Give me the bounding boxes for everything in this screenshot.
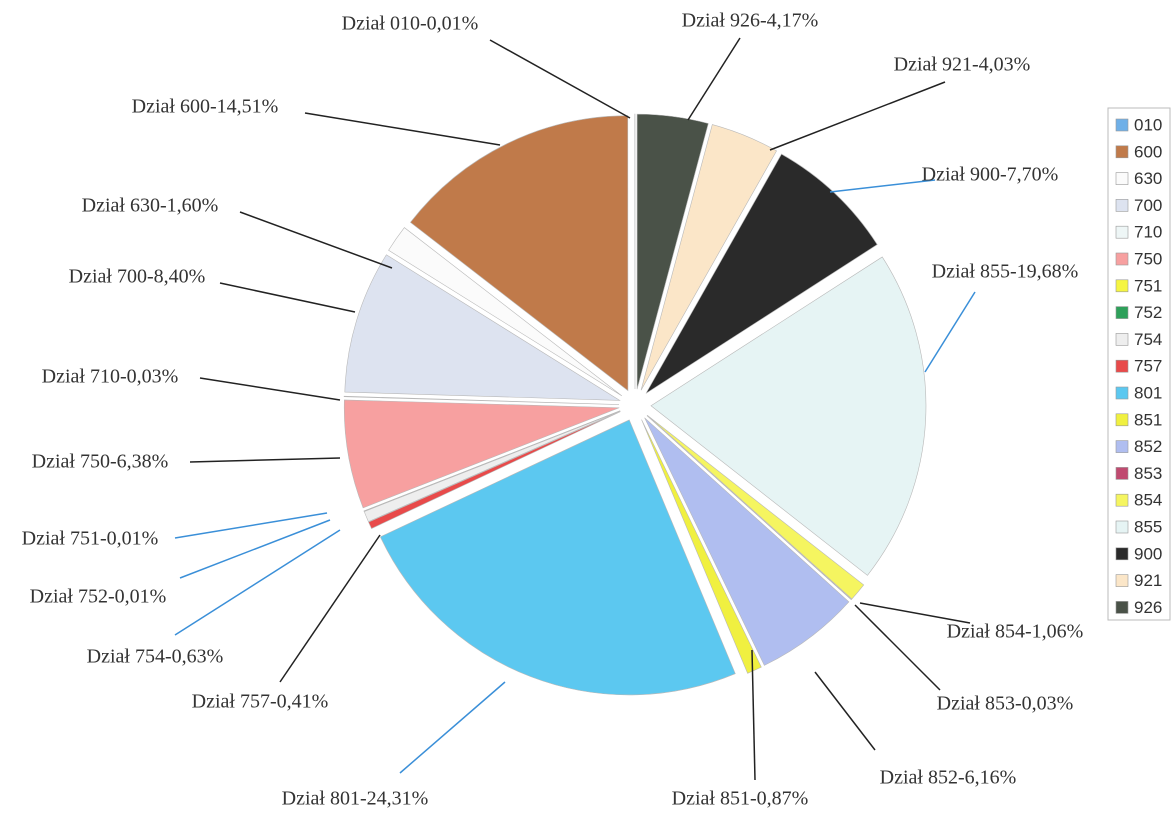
legend-swatch xyxy=(1115,252,1129,266)
legend-swatch xyxy=(1115,493,1129,507)
leader-line xyxy=(174,512,328,539)
legend-label: 700 xyxy=(1134,196,1162,215)
legend-swatch xyxy=(1115,118,1129,132)
data-label: Dział 010-0,01% xyxy=(342,13,479,35)
pie-slice xyxy=(379,419,736,696)
leader-line xyxy=(279,534,381,683)
data-label: Dział 855-19,68% xyxy=(932,261,1079,283)
data-label: Dział 754-0,63% xyxy=(87,646,224,668)
pie-slice xyxy=(647,415,865,600)
leader-line xyxy=(859,602,971,624)
leader-line xyxy=(304,112,501,146)
legend-label: 710 xyxy=(1134,223,1162,242)
leader-line xyxy=(199,377,341,401)
legend-label: 854 xyxy=(1134,491,1162,510)
legend-swatch xyxy=(1115,413,1129,427)
pie-slice xyxy=(363,410,621,512)
data-label: Dział 900-7,70% xyxy=(922,164,1059,186)
pie-slice xyxy=(644,417,850,666)
leader-line xyxy=(687,37,741,121)
data-label: Dział 630-1,60% xyxy=(82,195,219,217)
legend-label: 801 xyxy=(1134,383,1162,402)
legend-swatch xyxy=(1115,225,1129,239)
legend-label: 900 xyxy=(1134,544,1162,563)
legend-swatch xyxy=(1115,199,1129,212)
legend-swatch xyxy=(1115,440,1129,453)
data-label: Dział 600-14,51% xyxy=(132,96,279,118)
leader-line xyxy=(219,282,356,313)
legend-label: 921 xyxy=(1134,571,1162,590)
pie-slice xyxy=(645,153,878,394)
legend-swatch xyxy=(1115,172,1129,185)
legend-swatch xyxy=(1115,386,1129,400)
leader-line xyxy=(854,604,941,691)
legend-swatch xyxy=(1115,547,1129,561)
data-label: Dział 700-8,40% xyxy=(69,266,206,288)
pie-slice xyxy=(640,124,777,391)
legend-label: 926 xyxy=(1134,598,1162,617)
pie-slice xyxy=(368,411,621,529)
pie-slice xyxy=(344,399,620,509)
leader-line xyxy=(189,457,341,463)
pie-slice xyxy=(410,115,629,392)
leader-line xyxy=(814,671,876,751)
legend-swatch xyxy=(1115,467,1129,480)
legend-label: 855 xyxy=(1134,517,1162,536)
legend-swatch xyxy=(1115,359,1129,373)
legend-label: 853 xyxy=(1134,464,1162,483)
legend-swatch xyxy=(1115,306,1129,319)
data-label: Dział 853-0,03% xyxy=(937,693,1074,715)
legend-label: 851 xyxy=(1134,410,1162,429)
data-label: Dział 750-6,38% xyxy=(32,451,169,473)
legend-swatch xyxy=(1115,574,1129,587)
legend-swatch xyxy=(1115,333,1129,346)
pie-slice xyxy=(343,395,620,405)
pie-slice xyxy=(641,419,762,674)
data-label: Dział 757-0,41% xyxy=(192,691,329,713)
leader-line xyxy=(769,81,946,151)
legend-label: 754 xyxy=(1134,330,1162,349)
legend-label: 010 xyxy=(1134,115,1162,134)
leader-line xyxy=(829,179,936,193)
legend-label: 757 xyxy=(1134,357,1162,376)
legend-label: 852 xyxy=(1134,437,1162,456)
data-label: Dział 752-0,01% xyxy=(30,586,167,608)
data-label: Dział 751-0,01% xyxy=(22,528,159,550)
pie-slice xyxy=(344,254,621,401)
leader-line xyxy=(399,681,506,774)
legend-label: 630 xyxy=(1134,169,1162,188)
leader-line xyxy=(239,211,393,269)
pie-slice xyxy=(646,415,852,601)
legend-label: 750 xyxy=(1134,249,1162,268)
data-label: Dział 851-0,87% xyxy=(672,788,809,810)
data-label: Dział 801-24,31% xyxy=(282,788,429,810)
leader-line xyxy=(751,649,756,781)
pie-slice xyxy=(388,227,623,397)
legend-label: 751 xyxy=(1134,276,1162,295)
data-label: Dział 852-6,16% xyxy=(880,767,1017,789)
data-label: Dział 854-1,06% xyxy=(947,621,1084,643)
legend-swatch xyxy=(1115,279,1129,293)
leader-line xyxy=(924,291,976,373)
pie-slice xyxy=(650,256,927,576)
legend-label: 600 xyxy=(1134,142,1162,161)
pie-slice xyxy=(636,113,709,390)
leader-line xyxy=(489,39,631,119)
leader-line xyxy=(179,519,331,579)
data-label: Dział 710-0,03% xyxy=(42,366,179,388)
pie-slice xyxy=(363,410,621,523)
legend-label: 752 xyxy=(1134,303,1162,322)
legend-swatch xyxy=(1115,601,1129,614)
data-label: Dział 926-4,17% xyxy=(682,10,819,32)
data-label: Dział 921-4,03% xyxy=(894,54,1031,76)
legend-swatch xyxy=(1115,520,1129,534)
leader-line xyxy=(174,529,341,636)
legend-swatch xyxy=(1115,145,1129,159)
